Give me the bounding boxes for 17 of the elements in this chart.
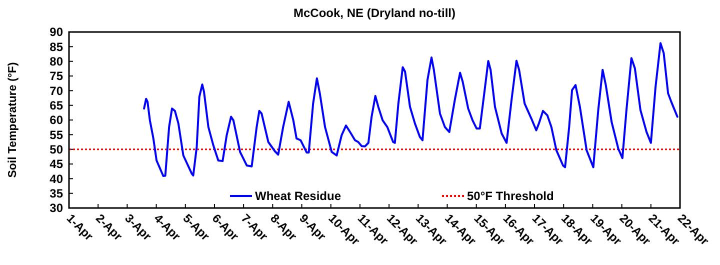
y-axis-title: Soil Temperature (°F)	[7, 62, 19, 178]
legend-label: Wheat Residue	[255, 189, 342, 204]
y-tick-label: 70	[50, 84, 64, 98]
y-tick-label: 45	[50, 157, 64, 172]
y-tick-label: 85	[50, 40, 64, 54]
chart-title: McCook, NE (Dryland no-till)	[294, 6, 456, 20]
y-tick-label: 30	[50, 201, 64, 216]
y-tick-label: 65	[50, 98, 64, 113]
y-tick-label: 90	[50, 25, 64, 40]
y-tick-label: 50	[50, 142, 64, 157]
y-tick-label: 35	[50, 186, 64, 201]
y-tick-label: 75	[50, 69, 64, 84]
y-tick-label: 40	[50, 172, 64, 186]
y-tick-label: 60	[50, 113, 64, 128]
y-tick-label: 55	[50, 128, 64, 142]
y-tick-label: 80	[50, 54, 64, 69]
legend-label: 50°F Threshold	[467, 189, 554, 204]
